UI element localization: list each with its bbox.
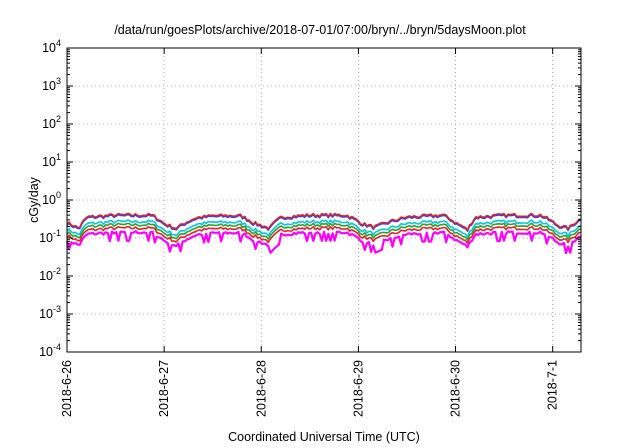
grid <box>67 48 581 352</box>
y-tick-label: 10-3 <box>39 304 61 321</box>
y-tick-label: 10-4 <box>39 342 61 359</box>
x-tick-label: 2018-6-27 <box>157 360 171 417</box>
x-tick-label: 2018-6-26 <box>60 360 74 417</box>
series-lines <box>65 212 582 255</box>
series-line <box>66 225 582 244</box>
y-tick-label: 101 <box>42 152 61 169</box>
series-line <box>66 213 582 232</box>
chart-title: /data/run/goesPlots/archive/2018-07-01/0… <box>114 23 526 37</box>
series-line <box>65 230 581 255</box>
y-tick-label: 100 <box>42 190 61 207</box>
x-tick-label: 2018-6-28 <box>254 360 268 417</box>
y-tick-label: 103 <box>42 76 61 93</box>
series-line <box>66 212 582 231</box>
y-axis-label: cGy/day <box>27 176 41 223</box>
axis-ticks: 10-4 10-3 10-2 10-1 100 101 102 103 104 2018-6-26… <box>39 38 581 417</box>
x-tick-label: 2018-7-1 <box>546 360 560 410</box>
x-tick-label: 2018-6-30 <box>449 360 463 417</box>
series-line <box>66 219 582 238</box>
y-tick-label: 104 <box>42 38 61 55</box>
x-tick-label: 2018-6-29 <box>351 360 365 417</box>
x-axis-label: Coordinated Universal Time (UTC) <box>228 430 420 444</box>
y-tick-label: 10-2 <box>39 266 61 283</box>
y-tick-label: 10-1 <box>39 228 61 245</box>
series-line <box>66 222 582 241</box>
y-tick-label: 102 <box>42 114 61 131</box>
